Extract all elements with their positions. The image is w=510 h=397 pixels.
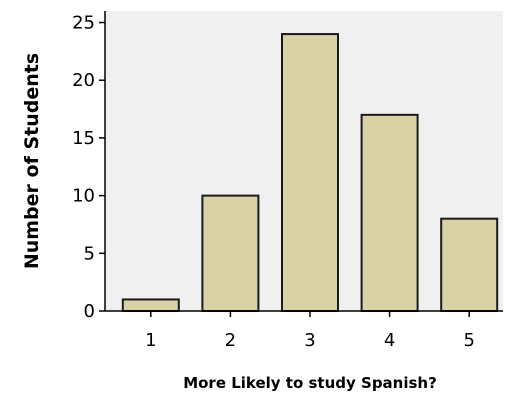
x-tick-label-5: 5 [463,330,474,351]
y-tick-label-0: 0 [84,301,95,322]
bar-3 [281,33,339,312]
bar-2 [201,194,260,312]
y-tick-label-5: 5 [84,243,95,264]
x-tick-label-4: 4 [384,330,395,351]
y-tick-label-25: 25 [72,13,95,34]
y-axis-ticks: 0 5 10 15 20 25 [72,13,105,322]
bar-5 [440,217,499,312]
x-axis-ticks: 1 2 3 4 5 [145,311,475,351]
bar-1 [121,298,180,313]
bars-group [121,33,499,313]
y-tick-label-20: 20 [72,70,95,91]
y-tick-label-10: 10 [72,186,95,207]
bar-4 [360,113,419,312]
y-axis-title: Number of Students [21,53,43,269]
x-tick-label-3: 3 [304,330,315,351]
x-tick-label-2: 2 [225,330,236,351]
y-tick-label-15: 15 [72,128,95,149]
x-axis-title: More Likely to study Spanish? [183,374,437,392]
x-tick-label-1: 1 [145,330,156,351]
